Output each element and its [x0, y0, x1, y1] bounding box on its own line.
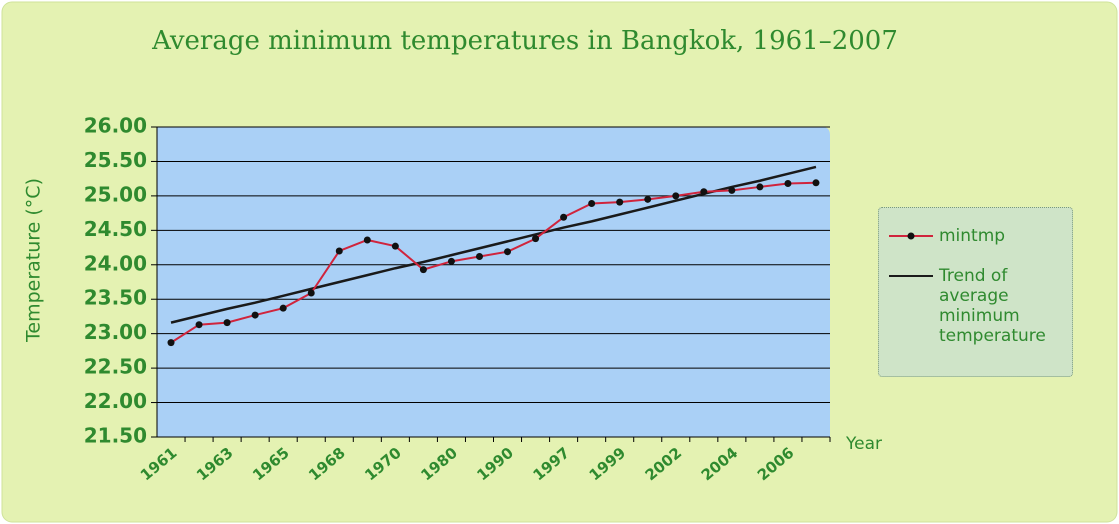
- point: [391, 242, 399, 250]
- point: [700, 188, 708, 196]
- point: [195, 321, 203, 329]
- series-line: [170, 165, 817, 324]
- point: [532, 235, 540, 243]
- point: [279, 304, 287, 312]
- point: [475, 253, 483, 261]
- legend-label: mintmp: [939, 226, 1006, 246]
- point: [728, 186, 736, 194]
- point: [363, 236, 371, 244]
- point: [251, 311, 259, 319]
- point: [307, 289, 315, 297]
- y-tick-label: 23.00: [84, 320, 147, 344]
- legend-item: mintmp: [889, 226, 1064, 246]
- y-tick-label: 22.50: [84, 355, 147, 379]
- point: [223, 319, 231, 327]
- point: [672, 192, 680, 200]
- legend-item: Trend of average minimum temperature: [889, 266, 1064, 346]
- legend-swatch: [889, 275, 933, 277]
- point: [447, 257, 455, 265]
- y-tick-label: 24.50: [84, 217, 147, 241]
- y-tick-label: 21.50: [84, 424, 147, 448]
- point: [644, 195, 652, 203]
- y-tick-label: 25.00: [84, 182, 147, 206]
- y-tick-label: 22.00: [84, 389, 147, 413]
- legend-label: Trend of average minimum temperature: [939, 266, 1046, 346]
- point: [756, 183, 764, 191]
- point: [812, 179, 820, 187]
- point: [784, 179, 792, 187]
- point: [588, 199, 596, 207]
- y-tick-label: 23.50: [84, 286, 147, 310]
- y-axis-label: Temperature (°C): [23, 178, 45, 343]
- point: [616, 198, 624, 206]
- legend-marker: [907, 232, 915, 240]
- point: [560, 213, 568, 221]
- y-tick-label: 24.00: [84, 251, 147, 275]
- point: [419, 266, 427, 274]
- legend: mintmp Trend of average minimum temperatu…: [878, 207, 1073, 377]
- point: [504, 248, 512, 256]
- point: [167, 339, 175, 347]
- legend-swatch: [889, 232, 933, 240]
- y-tick-label: 25.50: [84, 148, 147, 172]
- point: [335, 247, 343, 255]
- x-axis-label: Year: [845, 434, 882, 454]
- plot-area: [157, 127, 830, 437]
- y-tick-label: 26.00: [84, 114, 147, 138]
- chart-title: Average minimum temperatures in Bangkok,…: [151, 26, 898, 56]
- series-line: [170, 181, 817, 344]
